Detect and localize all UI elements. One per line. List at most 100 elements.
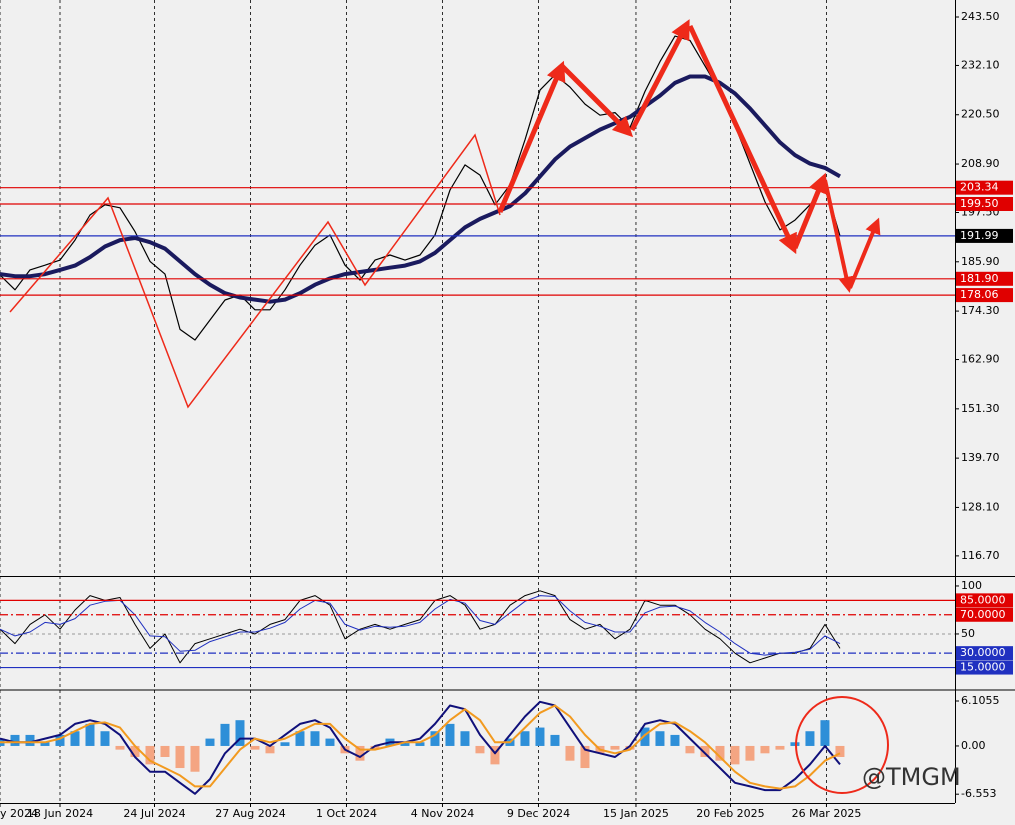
histogram-bar xyxy=(730,745,740,765)
histogram-bar xyxy=(775,745,785,750)
histogram-bar xyxy=(655,731,665,746)
level-label: 203.34 xyxy=(960,181,999,194)
histogram-bar xyxy=(400,742,410,746)
histogram-bar xyxy=(625,745,635,750)
histogram-bar xyxy=(535,727,545,746)
level-label-box xyxy=(956,607,1013,622)
histogram-bar xyxy=(70,731,80,746)
y-tick-label: 50 xyxy=(961,627,975,640)
trend-arrow xyxy=(629,19,690,132)
zigzag-line xyxy=(9,133,501,409)
histogram-bar xyxy=(175,745,185,769)
series-line xyxy=(0,35,841,341)
histogram-bar xyxy=(715,745,725,761)
level-label-box xyxy=(956,288,1013,303)
histogram-bar xyxy=(310,731,320,746)
histogram-bar xyxy=(430,731,440,746)
histogram-bar xyxy=(115,745,125,750)
level-label: 70.0000 xyxy=(960,608,1006,621)
x-tick-label: 27 Aug 2024 xyxy=(215,807,285,820)
histogram-bar xyxy=(670,734,680,746)
histogram-bar xyxy=(205,738,215,746)
histogram-bar xyxy=(520,731,530,746)
histogram-bar xyxy=(685,745,695,754)
level-label-box xyxy=(956,271,1013,286)
histogram-bar xyxy=(220,723,230,746)
x-tick-label: 18 Jun 2024 xyxy=(27,807,93,820)
histogram-bar xyxy=(415,742,425,746)
histogram-bar xyxy=(580,745,590,769)
histogram-bar xyxy=(85,723,95,746)
level-label: 15.0000 xyxy=(960,661,1006,674)
histogram-bar xyxy=(790,742,800,746)
histogram-bar xyxy=(490,745,500,765)
level-label-box xyxy=(956,228,1013,243)
histogram-bar xyxy=(100,731,110,746)
y-tick-label: 208.90 xyxy=(961,157,1000,170)
histogram-bar xyxy=(640,727,650,746)
histogram-bar xyxy=(295,731,305,746)
highlight-circle xyxy=(795,696,889,794)
x-tick-label: 24 Jul 2024 xyxy=(123,807,185,820)
x-tick-label: 4 Nov 2024 xyxy=(411,807,474,820)
histogram-bar xyxy=(190,745,200,772)
watermark: @TMGM xyxy=(862,763,961,791)
x-tick-label: 9 Dec 2024 xyxy=(507,807,570,820)
trend-arrow xyxy=(792,172,828,249)
histogram-bar xyxy=(145,745,155,765)
histogram-bar xyxy=(265,745,275,754)
y-tick-label: 6.1055 xyxy=(961,694,1000,707)
x-tick-label: 20 Feb 2025 xyxy=(696,807,764,820)
series-line xyxy=(0,590,841,664)
trend-arrow xyxy=(687,24,797,255)
histogram-bar xyxy=(460,731,470,746)
histogram-bar xyxy=(280,742,290,746)
histogram-bar xyxy=(805,731,815,746)
histogram-bar xyxy=(55,734,65,746)
series-line xyxy=(0,700,841,795)
histogram-bar xyxy=(610,745,620,750)
series-line xyxy=(0,74,841,304)
x-tick-label: 15 Jan 2025 xyxy=(603,807,669,820)
histogram-bar xyxy=(700,745,710,757)
y-tick-label: 243.50 xyxy=(961,10,1000,23)
histogram-bar xyxy=(325,738,335,746)
histogram-bar xyxy=(565,745,575,761)
y-tick-label: 116.70 xyxy=(961,549,1000,562)
trend-arrow xyxy=(823,179,855,293)
histogram-bar xyxy=(445,723,455,746)
histogram-bar xyxy=(25,734,35,746)
y-tick-label: 220.50 xyxy=(961,108,1000,121)
y-tick-label: 139.70 xyxy=(961,451,1000,464)
histogram-bar xyxy=(355,745,365,761)
y-tick-label: 174.30 xyxy=(961,304,1000,317)
level-label-box xyxy=(956,180,1013,195)
level-label: 191.99 xyxy=(960,229,999,242)
y-tick-label: 185.90 xyxy=(961,255,1000,268)
y-tick-label: 162.90 xyxy=(961,353,1000,366)
histogram-bar xyxy=(130,745,140,757)
y-tick-label: 232.10 xyxy=(961,58,1000,71)
histogram-bar xyxy=(835,745,845,757)
histogram-bar xyxy=(475,745,485,754)
histogram-bar xyxy=(10,734,20,746)
histogram-bar xyxy=(820,720,830,746)
y-tick-label: 100 xyxy=(961,579,982,592)
trend-arrow xyxy=(560,64,634,138)
annotations xyxy=(9,19,889,794)
histogram-bar xyxy=(250,745,260,750)
level-label: 199.50 xyxy=(960,197,999,210)
y-tick-label: 0.00 xyxy=(961,739,986,752)
x-tick-label: 1 Oct 2024 xyxy=(316,807,377,820)
y-tick-label: 151.30 xyxy=(961,402,1000,415)
histogram-bar xyxy=(40,742,50,746)
histogram-bar xyxy=(745,745,755,761)
histogram-bar xyxy=(370,745,380,750)
y-tick-label: 128.10 xyxy=(961,500,1000,513)
histogram-bar xyxy=(760,745,770,754)
histogram-bar xyxy=(235,720,245,746)
level-label: 181.90 xyxy=(960,272,999,285)
level-label: 30.0000 xyxy=(960,646,1006,659)
